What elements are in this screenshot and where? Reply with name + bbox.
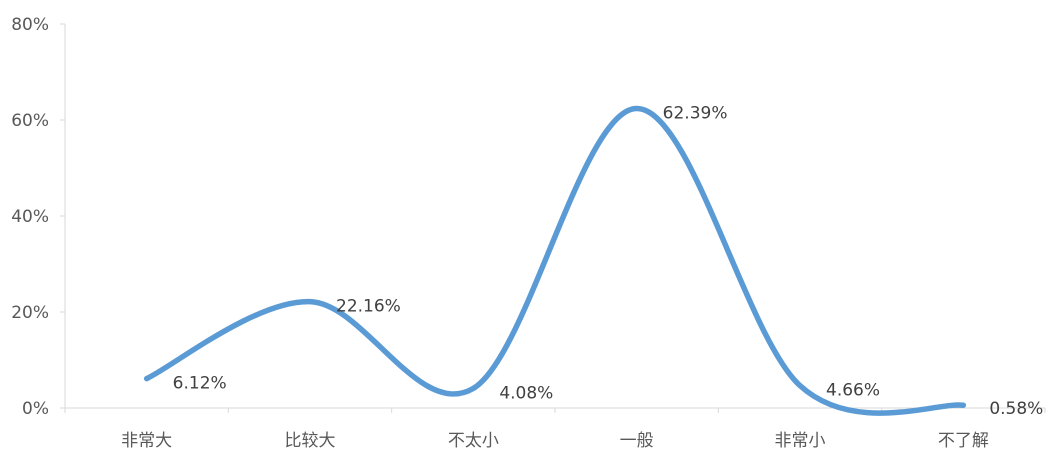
series-line-group: [143, 105, 967, 416]
y-tick-label: 0%: [22, 399, 49, 419]
data-label: 22.16%: [336, 297, 401, 317]
data-point: [960, 402, 966, 408]
data-labels: 6.12% 22.16% 4.08% 62.39% 4.66% 0.58%: [173, 104, 1044, 419]
x-tick-label: 一般: [620, 431, 654, 450]
data-point: [470, 385, 476, 391]
y-tick-label: 60%: [11, 111, 49, 131]
data-point: [797, 383, 803, 389]
y-axis: 0% 20% 40% 60% 80%: [11, 15, 66, 419]
series-line: [143, 105, 967, 416]
x-tick-label: 不太小: [448, 431, 499, 450]
x-tick-label: 非常小: [775, 431, 826, 450]
data-label: 4.66%: [826, 381, 880, 401]
data-label: 4.08%: [499, 383, 553, 403]
data-point: [634, 106, 640, 112]
y-tick-label: 20%: [11, 303, 49, 323]
y-tick-label: 80%: [11, 15, 49, 35]
data-label: 62.39%: [663, 104, 728, 124]
x-axis: 非常大 比较大 不太小 一般 非常小 不了解: [64, 407, 1046, 450]
data-label: 6.12%: [173, 374, 227, 394]
data-point: [144, 376, 150, 382]
x-tick-label: 非常大: [121, 431, 172, 450]
data-label: 0.58%: [989, 399, 1043, 419]
data-point: [307, 299, 313, 305]
y-tick-label: 40%: [11, 207, 49, 227]
x-tick-label: 比较大: [285, 431, 336, 450]
x-tick-label: 不了解: [938, 431, 989, 450]
